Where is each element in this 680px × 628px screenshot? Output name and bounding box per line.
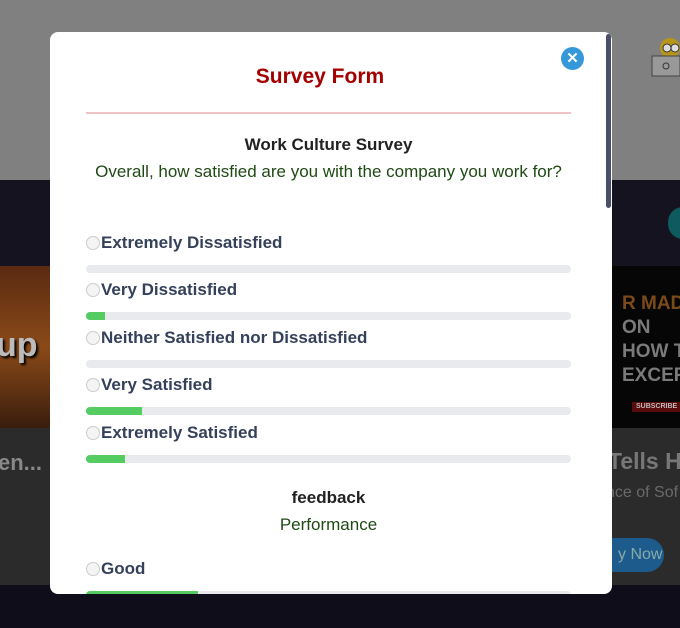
option-label[interactable]: Very Satisfied	[86, 375, 571, 395]
option-label[interactable]: Very Dissatisfied	[86, 280, 571, 300]
radio-button[interactable]	[86, 283, 100, 297]
video-thumbnail-left: up	[0, 266, 52, 428]
survey-option[interactable]: Very Dissatisfied	[86, 280, 571, 320]
option-text: Extremely Dissatisfied	[101, 233, 283, 252]
option-text: Very Dissatisfied	[101, 280, 238, 299]
option-label[interactable]: Neither Satisfied nor Dissatisfied	[86, 328, 571, 348]
result-bar-fill	[86, 591, 198, 594]
result-bar	[86, 407, 571, 415]
survey-option[interactable]: Extremely Dissatisfied	[86, 233, 571, 273]
thumbnail-line: HOW T	[622, 341, 680, 362]
survey-option[interactable]: Good	[86, 559, 571, 594]
result-bar-fill	[86, 455, 125, 463]
video-title: Tells H	[612, 448, 680, 474]
survey-modal: ✕ Survey Form Work Culture Survey Overal…	[50, 32, 612, 594]
close-icon: ✕	[566, 50, 579, 67]
survey-option[interactable]: Neither Satisfied nor Dissatisfied	[86, 328, 571, 368]
result-bar	[86, 360, 571, 368]
section-title: Work Culture Survey	[244, 135, 413, 154]
option-text: Very Satisfied	[101, 375, 213, 394]
subscribe-badge: SUBSCRIBE	[632, 402, 680, 412]
modal-title: Survey Form	[255, 65, 385, 88]
option-label[interactable]: Extremely Dissatisfied	[86, 233, 571, 253]
video-card-left: en...	[0, 428, 52, 585]
mascot-icon	[651, 38, 680, 77]
section-title: feedback	[291, 488, 366, 507]
radio-button[interactable]	[86, 378, 100, 392]
divider	[86, 112, 571, 114]
option-text: Extremely Satisfied	[101, 423, 258, 442]
result-bar	[86, 591, 571, 594]
section-question: Performance	[279, 515, 378, 534]
result-bar-fill	[86, 407, 142, 415]
radio-button[interactable]	[86, 236, 100, 250]
close-button[interactable]: ✕	[561, 47, 584, 70]
option-text: Neither Satisfied nor Dissatisfied	[101, 328, 368, 347]
thumbnail-text: up	[0, 326, 38, 364]
thumbnail-line: ON	[622, 317, 651, 338]
thumbnail-line: EXCER	[622, 365, 680, 386]
radio-button[interactable]	[86, 426, 100, 440]
modal-scrollbar[interactable]	[606, 34, 611, 208]
survey-option[interactable]: Extremely Satisfied	[86, 423, 571, 463]
survey-option[interactable]: Very Satisfied	[86, 375, 571, 415]
option-label[interactable]: Extremely Satisfied	[86, 423, 571, 443]
section-question: Overall, how satisfied are you with the …	[95, 162, 562, 181]
result-bar	[86, 455, 571, 463]
radio-button[interactable]	[86, 562, 100, 576]
thumbnail-line: R MAD	[622, 293, 680, 314]
video-subtitle: nce of Sof	[612, 484, 679, 501]
background-button	[668, 207, 680, 239]
result-bar-fill	[86, 312, 106, 320]
option-label[interactable]: Good	[86, 559, 571, 579]
watch-now-button: y Now	[612, 538, 664, 572]
result-bar	[86, 265, 571, 273]
result-bar	[86, 312, 571, 320]
video-title: en...	[0, 450, 43, 475]
radio-button[interactable]	[86, 331, 100, 345]
option-text: Good	[101, 559, 146, 578]
video-card-right: Tells H nce of Sof y Now	[612, 428, 680, 585]
video-thumbnail-right: R MAD ON HOW T EXCER SUBSCRIBE	[612, 266, 680, 428]
